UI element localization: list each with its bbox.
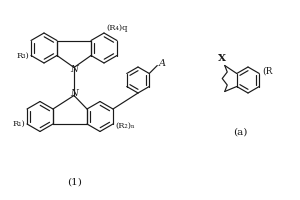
Text: (R₂)ₙ: (R₂)ₙ	[115, 122, 135, 130]
Text: (1): (1)	[68, 178, 82, 186]
Text: N: N	[70, 89, 78, 98]
Text: R₁): R₁)	[12, 120, 25, 128]
Text: (R₄)q: (R₄)q	[106, 24, 128, 32]
Text: N: N	[70, 65, 78, 74]
Text: A: A	[159, 59, 166, 68]
Text: R₃): R₃)	[16, 51, 29, 60]
Text: (R: (R	[262, 67, 273, 76]
Text: (a): (a)	[233, 128, 247, 136]
Text: X: X	[218, 54, 226, 63]
